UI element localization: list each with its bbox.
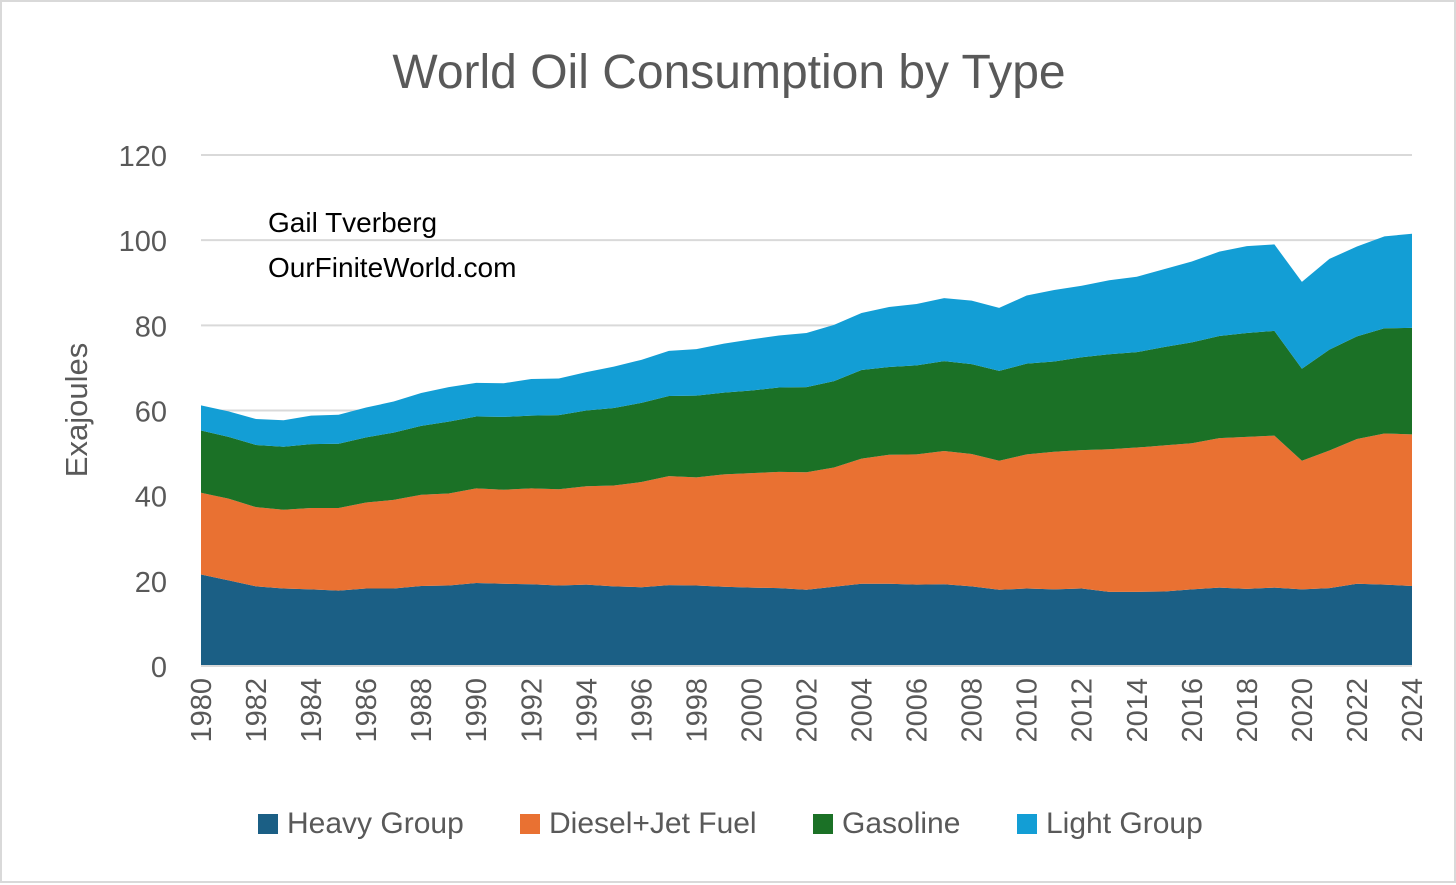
- x-tick-2024: 2024: [1397, 678, 1429, 743]
- y-tick-20: 20: [135, 567, 167, 599]
- x-tick-1986: 1986: [351, 678, 383, 743]
- x-tick-2012: 2012: [1067, 678, 1099, 743]
- x-tick-2020: 2020: [1287, 678, 1319, 743]
- legend: Heavy Group Diesel+Jet Fuel Gasoline Lig…: [258, 807, 1203, 840]
- x-tick-2014: 2014: [1122, 678, 1154, 743]
- y-tick-80: 80: [135, 311, 167, 343]
- x-tick-2010: 2010: [1012, 678, 1044, 743]
- x-tick-1980: 1980: [186, 678, 218, 743]
- x-tick-2004: 2004: [847, 678, 879, 743]
- area-light-group: [201, 233, 1412, 447]
- y-tick-labels: 0 20 40 60 80 100 120: [119, 141, 167, 684]
- legend-label-heavy-group: Heavy Group: [287, 807, 464, 840]
- x-tick-2018: 2018: [1232, 678, 1264, 743]
- x-tick-2002: 2002: [792, 678, 824, 743]
- x-tick-1990: 1990: [461, 678, 493, 743]
- x-tick-1982: 1982: [241, 678, 273, 743]
- area-heavy-group: [201, 574, 1412, 666]
- y-tick-40: 40: [135, 482, 167, 514]
- x-tick-1998: 1998: [681, 678, 713, 743]
- stacked-areas: [201, 233, 1412, 666]
- area-diesel-jet-fuel: [201, 433, 1412, 592]
- legend-swatch-heavy-group: [258, 814, 278, 834]
- y-tick-0: 0: [151, 652, 167, 684]
- legend-swatch-gasoline: [813, 814, 833, 834]
- legend-label-gasoline: Gasoline: [842, 807, 960, 840]
- legend-swatch-light-group: [1017, 814, 1037, 834]
- x-tick-labels: 1980 1982 1984 1986 1988 1990 1992 1994 1996 1998…: [186, 678, 1429, 743]
- legend-label-diesel-jet-fuel: Diesel+Jet Fuel: [549, 807, 757, 840]
- y-tick-60: 60: [135, 397, 167, 429]
- x-tick-2008: 2008: [957, 678, 989, 743]
- x-tick-2016: 2016: [1177, 678, 1209, 743]
- x-tick-1994: 1994: [571, 678, 603, 743]
- annotation-author: Gail Tverberg: [268, 207, 437, 238]
- legend-swatch-diesel-jet-fuel: [520, 814, 540, 834]
- legend-label-light-group: Light Group: [1046, 807, 1203, 840]
- x-tick-1996: 1996: [626, 678, 658, 743]
- y-axis-label: Exajoules: [59, 343, 94, 477]
- x-tick-2022: 2022: [1342, 678, 1374, 743]
- x-tick-2000: 2000: [736, 678, 768, 743]
- chart-title: World Oil Consumption by Type: [392, 46, 1065, 99]
- x-tick-1992: 1992: [516, 678, 548, 743]
- area-gasoline: [201, 327, 1412, 510]
- y-tick-120: 120: [119, 141, 167, 173]
- annotation-website: OurFiniteWorld.com: [268, 252, 516, 283]
- x-tick-1984: 1984: [296, 678, 328, 743]
- x-tick-2006: 2006: [902, 678, 934, 743]
- y-tick-100: 100: [119, 226, 167, 258]
- x-tick-1988: 1988: [406, 678, 438, 743]
